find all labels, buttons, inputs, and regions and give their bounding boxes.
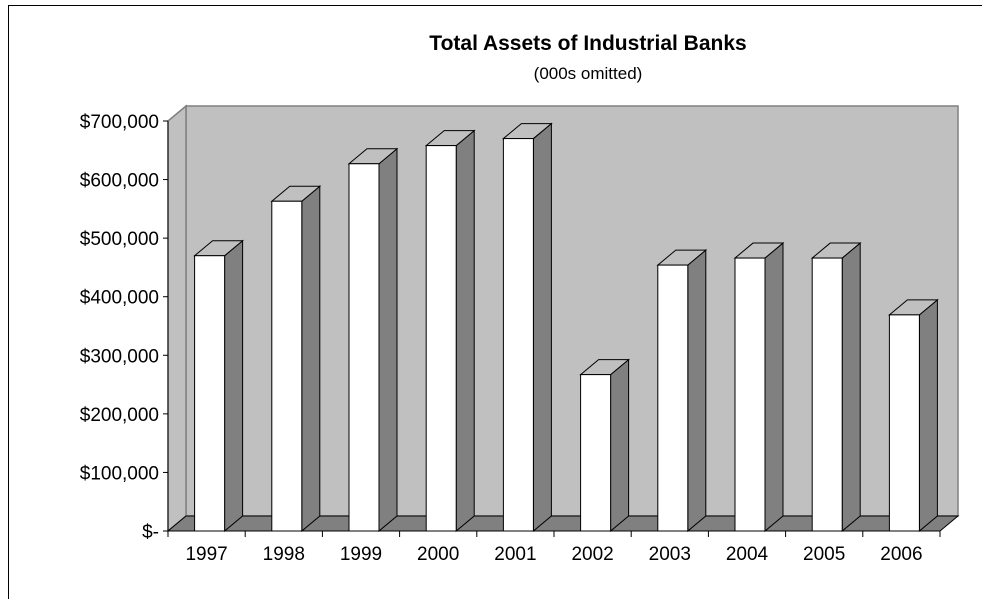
x-tick-label: 1997 — [185, 544, 227, 565]
bar-front — [888, 314, 920, 532]
y-tick-label: $500,000 — [80, 229, 159, 250]
y-axis: $- $100,000 $200,000 $300,000 $400,000 $500,0… — [80, 112, 169, 543]
chart-subtitle: (000s omitted) — [534, 64, 643, 83]
bar-2001 — [502, 122, 553, 533]
x-tick-label: 1998 — [263, 544, 305, 565]
x-tick-label: 2003 — [649, 544, 691, 565]
bar-side — [532, 122, 552, 533]
x-tick-label: 1999 — [340, 544, 382, 565]
bar-front — [425, 145, 457, 532]
y-tick-label: $200,000 — [80, 405, 159, 426]
bar-front — [271, 200, 303, 532]
bar-1998 — [270, 185, 322, 533]
y-tick-label: $- — [142, 522, 159, 543]
bar-2003 — [656, 249, 708, 533]
y-tick-label: $300,000 — [80, 346, 159, 367]
x-axis: 1997 1998 1999 2000 2001 2002 2003 2004 2005 2006 — [167, 530, 941, 565]
bar-side — [687, 249, 707, 533]
bar-front — [502, 138, 534, 532]
bar-front — [194, 255, 226, 532]
bar-side — [378, 147, 398, 533]
bar-2005 — [810, 241, 862, 533]
bar-front — [811, 257, 843, 532]
bar-side — [610, 358, 630, 533]
bar-front — [734, 257, 766, 532]
bar-2002 — [579, 358, 630, 533]
bar-front — [348, 163, 380, 532]
bar-2000 — [424, 129, 476, 533]
x-tick-label: 2004 — [726, 544, 769, 565]
bars — [193, 122, 939, 533]
y-tick-label: $600,000 — [80, 171, 159, 192]
x-tick-label: 2002 — [571, 544, 613, 565]
bar-1997 — [193, 239, 244, 533]
bar-2004 — [733, 241, 785, 533]
bar-side — [841, 241, 861, 533]
bar-1999 — [347, 147, 399, 533]
x-tick-label: 2006 — [880, 544, 922, 565]
side-wall — [167, 104, 187, 533]
bar-front — [657, 264, 689, 532]
bar-2006 — [888, 298, 939, 533]
x-tick-label: 2000 — [417, 544, 459, 565]
y-tick-label: $400,000 — [80, 288, 159, 309]
bar-side — [455, 129, 475, 533]
x-tick-label: 2001 — [494, 544, 536, 565]
bar-front — [580, 374, 612, 532]
bar-side — [224, 239, 244, 533]
x-tick-label: 2005 — [803, 544, 845, 565]
y-tick-label: $100,000 — [80, 463, 159, 484]
bar-side — [918, 298, 938, 533]
y-tick-label: $700,000 — [80, 112, 159, 133]
bar-side — [764, 241, 784, 533]
bar-side — [301, 185, 321, 533]
chart-title: Total Assets of Industrial Banks — [429, 32, 746, 55]
